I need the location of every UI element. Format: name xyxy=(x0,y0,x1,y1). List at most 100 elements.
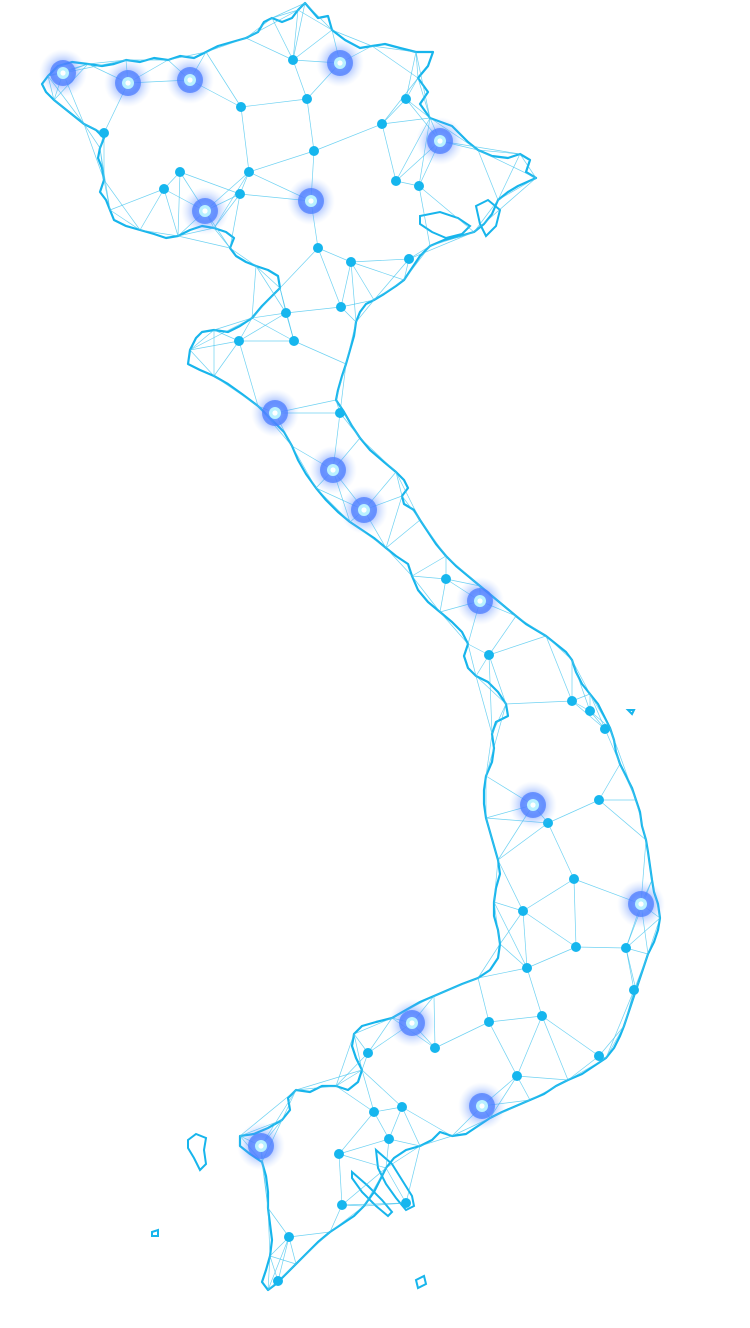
mesh-link xyxy=(367,1017,393,1054)
mesh-link xyxy=(475,675,493,735)
mesh-link xyxy=(297,9,333,31)
network-node xyxy=(244,167,254,177)
mesh-link xyxy=(251,312,287,319)
hub-center xyxy=(308,198,314,204)
mesh-link xyxy=(363,1167,387,1207)
mesh-link xyxy=(467,643,477,677)
network-node xyxy=(377,119,387,129)
mesh-link xyxy=(335,1052,369,1087)
mesh-link xyxy=(411,575,447,580)
mesh-link xyxy=(388,1138,421,1147)
mesh-link xyxy=(388,1106,403,1140)
mesh-link xyxy=(295,1231,331,1265)
mesh-link xyxy=(598,763,621,801)
mesh-link xyxy=(488,654,493,735)
mesh-link xyxy=(547,822,575,880)
islands xyxy=(151,198,636,1290)
network-node xyxy=(621,943,631,953)
mesh-link xyxy=(317,247,352,263)
mesh-link xyxy=(163,188,179,237)
network-node xyxy=(175,167,185,177)
network-node xyxy=(391,176,401,186)
mesh-link xyxy=(109,188,165,211)
hub-center xyxy=(479,1103,485,1109)
mesh-link xyxy=(338,1153,387,1169)
hub-center xyxy=(337,60,343,66)
mesh-link xyxy=(485,817,499,861)
mesh-link xyxy=(519,153,537,179)
mesh-link xyxy=(292,2,306,61)
mesh-link xyxy=(415,51,431,119)
hub-center xyxy=(638,901,644,907)
mesh-link xyxy=(361,1069,375,1113)
mesh-link xyxy=(541,1015,569,1081)
mesh-link xyxy=(381,77,419,125)
network-node xyxy=(401,1198,411,1208)
network-node xyxy=(313,243,323,253)
glowing-hub xyxy=(388,999,436,1047)
mesh-link xyxy=(361,1069,403,1108)
mesh-link xyxy=(213,317,253,331)
island-8 xyxy=(625,709,636,716)
mesh-link xyxy=(405,51,417,100)
mesh-link xyxy=(335,363,347,401)
mesh-link xyxy=(477,149,521,155)
network-node xyxy=(397,1102,407,1112)
mesh-link xyxy=(499,943,528,969)
mesh-link xyxy=(493,859,499,903)
mesh-link xyxy=(395,471,403,497)
mesh-link xyxy=(238,340,259,407)
network-node xyxy=(404,254,414,264)
glowing-hub xyxy=(251,389,299,437)
mesh-link xyxy=(271,9,299,19)
mesh-link xyxy=(373,1111,390,1140)
hub-center xyxy=(125,80,131,86)
network-node xyxy=(594,795,604,805)
glowing-hub xyxy=(104,59,152,107)
mesh-link xyxy=(355,299,375,323)
mesh-link xyxy=(401,1106,453,1137)
mesh-link xyxy=(213,375,259,407)
mesh-link xyxy=(271,17,294,61)
network-node xyxy=(235,189,245,199)
mesh-link xyxy=(488,635,547,656)
mesh-link xyxy=(385,519,421,549)
mesh-link xyxy=(403,245,431,281)
mesh-link xyxy=(385,547,413,577)
network-node xyxy=(600,724,610,734)
network-node xyxy=(441,574,451,584)
mesh-link xyxy=(411,555,447,577)
mesh-link xyxy=(83,123,101,149)
mesh-link xyxy=(598,1025,625,1057)
glowing-hub xyxy=(340,486,388,534)
hub-center xyxy=(258,1143,264,1149)
network-node xyxy=(236,102,246,112)
mesh-link xyxy=(571,659,591,712)
network-node xyxy=(537,1011,547,1021)
network-mesh xyxy=(47,2,661,1291)
mesh-link xyxy=(488,654,507,705)
mesh-link xyxy=(418,185,431,247)
network-node xyxy=(273,1276,283,1286)
mesh-link xyxy=(359,437,397,473)
mesh-link xyxy=(313,123,383,152)
network-node xyxy=(567,696,577,706)
glowing-hub xyxy=(166,56,214,104)
mesh-link xyxy=(279,247,319,289)
mesh-link xyxy=(477,977,490,1023)
glowing-hubs xyxy=(39,39,665,1170)
network-node xyxy=(288,55,298,65)
mesh-link xyxy=(526,946,577,969)
mesh-link xyxy=(488,615,517,656)
mesh-link xyxy=(526,967,543,1017)
mesh-link xyxy=(401,1106,421,1147)
mesh-link xyxy=(401,495,421,521)
mesh-link xyxy=(295,1085,337,1091)
mesh-link xyxy=(335,399,361,439)
hub-center xyxy=(409,1020,415,1026)
mesh-link xyxy=(589,693,611,729)
network-node xyxy=(571,942,581,952)
mesh-link xyxy=(338,1138,390,1155)
network-node xyxy=(334,1149,344,1159)
mesh-link xyxy=(288,1231,331,1238)
